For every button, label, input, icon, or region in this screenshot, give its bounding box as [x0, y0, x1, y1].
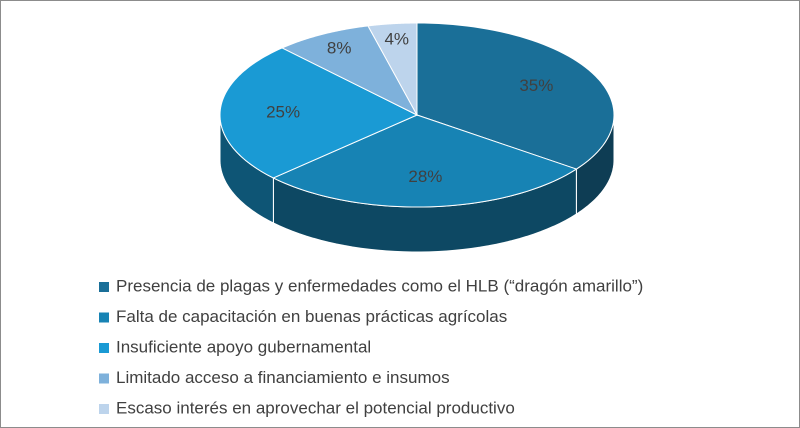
legend-label: Limitado acceso a financiamiento e insum…: [116, 368, 450, 387]
legend-label: Presencia de plagas y enfermedades como …: [116, 276, 643, 295]
slice: [272, 114, 578, 208]
data-label: 35%: [519, 76, 553, 95]
slice: [280, 25, 419, 117]
legend-label: Insuficiente apoyo gubernamental: [116, 337, 371, 356]
slice: [219, 47, 419, 179]
data-label: 8%: [327, 38, 352, 57]
legend-swatch: [99, 404, 109, 414]
slice: [416, 22, 615, 170]
data-label: 28%: [408, 167, 442, 186]
legend-swatch: [99, 373, 109, 384]
legend-swatch: [99, 282, 109, 292]
legend-label: Falta de capacitación en buenas práctica…: [116, 307, 507, 326]
legend-swatch: [99, 312, 109, 323]
legend-swatch: [99, 343, 109, 353]
slice: [367, 22, 418, 116]
data-label: 25%: [266, 103, 300, 122]
legend-label: Escaso interés en aprovechar el potencia…: [116, 398, 515, 417]
data-label: 4%: [384, 30, 409, 49]
